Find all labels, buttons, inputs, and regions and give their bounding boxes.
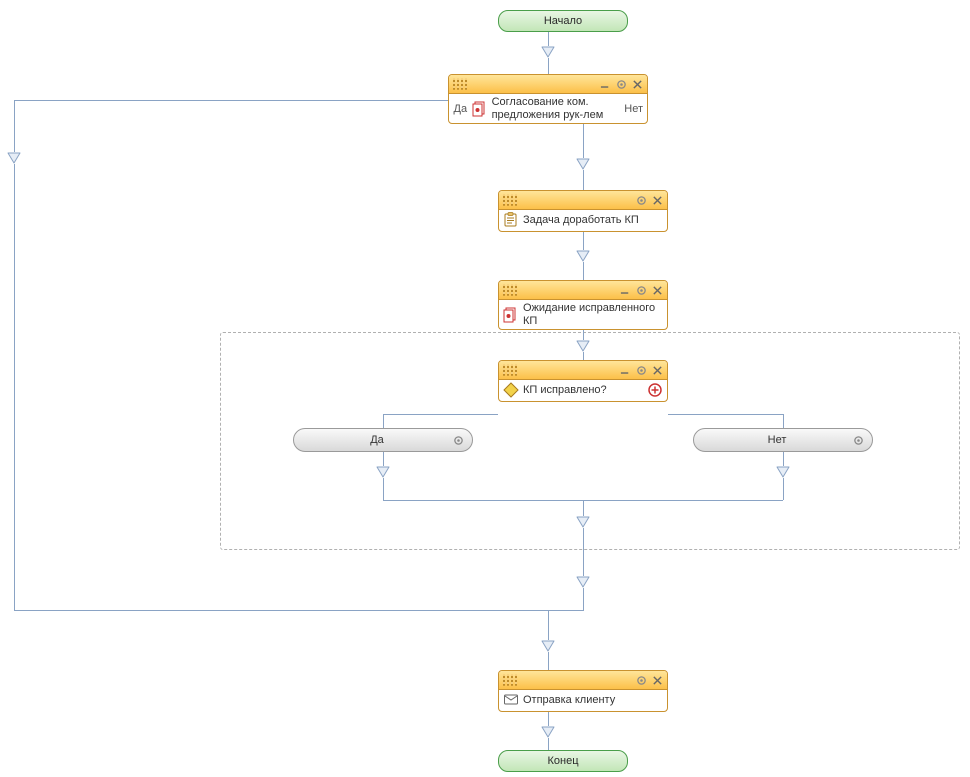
answer-no-label: Нет [702,434,852,446]
terminal-start-label: Начало [544,15,582,27]
arrowhead-icon [7,152,21,164]
gear-icon[interactable] [615,78,627,90]
minimize-icon[interactable] [619,364,631,376]
arrowhead-icon [541,726,555,738]
connector-line [548,652,549,670]
connector-line [548,712,549,726]
connector-line [783,478,784,500]
close-icon[interactable] [651,194,663,206]
arrowhead-icon [541,640,555,652]
task-send-text: Отправка клиенту [523,694,663,707]
minimize-icon[interactable] [619,284,631,296]
connector-line [583,170,584,190]
connector-line [548,610,549,640]
task-fixed-question-body: КП исправлено? [499,380,667,402]
task-approval-body: Да Согласование ком. предложения рук-лем… [449,94,647,124]
connector-line [548,738,549,750]
arrowhead-icon [576,158,590,170]
connector-line [383,478,384,500]
connector-line [383,500,783,501]
flowchart-canvas: { "colors": { "connector": "#8aa3c4", "a… [0,0,970,777]
grip-icon [453,78,473,90]
approval-no-label: Нет [624,103,643,115]
diamond-icon [503,382,519,398]
close-icon[interactable] [651,364,663,376]
task-wait-header[interactable] [499,281,667,300]
task-send-header[interactable] [499,671,667,690]
connector-line [583,124,584,158]
connector-line [548,58,549,74]
arrowhead-icon [376,466,390,478]
task-fixed-question-text: КП исправлено? [523,384,643,397]
task-approval-header[interactable] [449,75,647,94]
connector-line [583,352,584,360]
gear-icon[interactable] [852,434,864,446]
terminal-start[interactable]: Начало [498,10,628,32]
gear-icon[interactable] [452,434,464,446]
approval-yes-label: Да [453,103,468,115]
arrowhead-icon [776,466,790,478]
connector-line [668,414,783,415]
connector-line [583,528,584,576]
grip-icon [503,674,523,686]
add-circle-icon[interactable] [647,382,663,398]
task-wait-text: Ожидание исправленного КП [523,302,663,328]
task-fixed-question[interactable]: КП исправлено? [498,360,668,402]
connector-line [583,330,584,340]
answer-yes-label: Да [302,434,452,446]
connector-line [548,32,549,46]
gear-icon[interactable] [635,674,647,686]
task-send-body: Отправка клиенту [499,690,667,712]
grip-icon [503,194,523,206]
connector-line [14,100,15,152]
envelope-icon [503,692,519,708]
terminal-end-label: Конец [547,755,578,767]
task-approval-text: Согласование ком. предложения рук-лем [492,96,621,122]
answer-yes[interactable]: Да [293,428,473,452]
connector-line [383,414,498,415]
task-rework-header[interactable] [499,191,667,210]
connector-line [14,100,448,101]
arrowhead-icon [576,576,590,588]
arrowhead-icon [541,46,555,58]
close-icon[interactable] [651,284,663,296]
close-icon[interactable] [631,78,643,90]
arrowhead-icon [576,340,590,352]
task-rework[interactable]: Задача доработать КП [498,190,668,232]
clipboard-icon [503,212,519,228]
terminal-end[interactable]: Конец [498,750,628,772]
doc-red-icon [503,307,519,323]
grip-icon [503,364,523,376]
grip-icon [503,284,523,296]
gear-icon[interactable] [635,364,647,376]
answer-no[interactable]: Нет [693,428,873,452]
close-icon[interactable] [651,674,663,686]
gear-icon[interactable] [635,284,647,296]
connector-line [583,500,584,516]
connector-line [583,232,584,250]
task-wait[interactable]: Ожидание исправленного КП [498,280,668,330]
task-fixed-question-header[interactable] [499,361,667,380]
arrowhead-icon [576,516,590,528]
task-approval[interactable]: Да Согласование ком. предложения рук-лем… [448,74,648,124]
connector-line [583,588,584,610]
doc-red-icon [472,101,488,117]
connector-line [583,262,584,280]
minimize-icon[interactable] [599,78,611,90]
connector-line [14,164,15,610]
task-rework-body: Задача доработать КП [499,210,667,232]
connector-line [14,610,584,611]
arrowhead-icon [576,250,590,262]
gear-icon[interactable] [635,194,647,206]
task-send[interactable]: Отправка клиенту [498,670,668,712]
task-rework-text: Задача доработать КП [523,214,663,227]
task-wait-body: Ожидание исправленного КП [499,300,667,330]
